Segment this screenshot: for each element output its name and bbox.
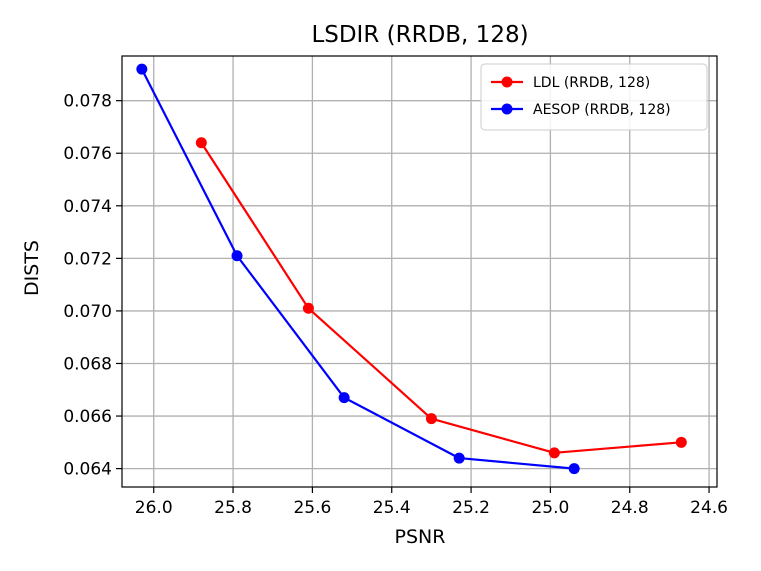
legend-label: AESOP (RRDB, 128)	[533, 102, 671, 118]
data-point	[453, 452, 465, 464]
y-tick-label: 0.076	[63, 144, 112, 164]
y-tick-label: 0.072	[63, 249, 112, 269]
series-line	[200, 142, 682, 454]
data-point	[548, 447, 560, 459]
x-ticks: 26.0 25.8 25.6 25.4 25.2 25.0 24.8 24.6	[135, 487, 728, 518]
y-tick-label: 0.064	[63, 460, 112, 480]
x-tick-label: 24.6	[690, 498, 728, 518]
chart-title: LSDIR (RRDB, 128)	[311, 22, 528, 48]
y-tick-label: 0.068	[63, 354, 112, 374]
x-tick-label: 25.4	[373, 498, 411, 518]
plot-frame	[121, 55, 718, 488]
x-axis-label: PSNR	[395, 526, 446, 548]
y-tick-label: 0.078	[63, 92, 112, 112]
data-point	[425, 413, 437, 425]
data-point	[568, 463, 580, 475]
data-point	[195, 137, 207, 149]
x-tick-label: 26.0	[135, 498, 173, 518]
x-tick-label: 24.8	[611, 498, 649, 518]
data-point	[231, 250, 243, 262]
y-tick-label: 0.074	[63, 197, 112, 217]
legend-marker	[501, 103, 513, 115]
legend-label: LDL (RRDB, 128)	[533, 75, 650, 91]
y-tick-label: 0.070	[63, 302, 112, 322]
y-tick-label: 0.066	[63, 407, 112, 427]
y-ticks: 0.064 0.066 0.068 0.070 0.072 0.074 0.076 0.078	[63, 92, 122, 480]
data-point	[136, 63, 148, 75]
data-point	[675, 436, 687, 448]
series-1	[195, 137, 687, 459]
x-tick-label: 25.2	[452, 498, 490, 518]
data-point	[338, 392, 350, 404]
legend-marker	[501, 76, 513, 88]
y-axis-label: DISTS	[21, 240, 43, 296]
x-tick-label: 25.6	[293, 498, 331, 518]
data-point	[302, 302, 314, 314]
x-tick-label: 25.8	[214, 498, 252, 518]
series-layer	[136, 63, 687, 475]
legend-box	[480, 63, 708, 131]
x-tick-label: 25.0	[531, 498, 569, 518]
legend: LDL (RRDB, 128) AESOP (RRDB, 128)	[480, 63, 708, 131]
series-2	[136, 63, 580, 475]
